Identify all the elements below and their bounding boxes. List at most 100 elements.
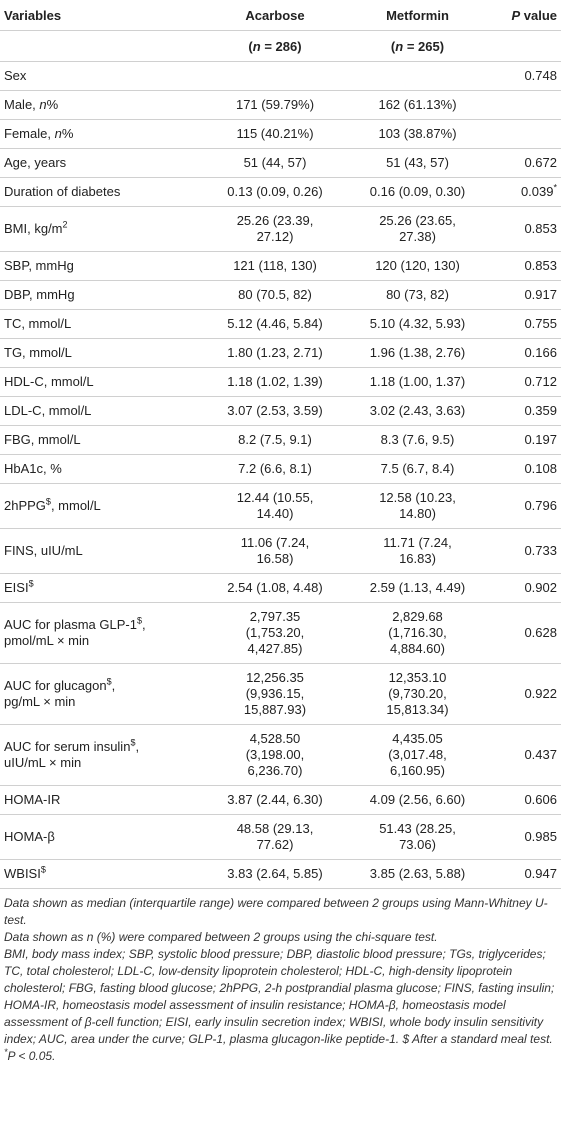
table-cell: 115 (40.21%) [200,119,350,149]
cell-line: uIU/mL × min [4,755,82,770]
cell-line: 77.62) [256,837,294,852]
cell-text: Sex [4,68,27,83]
table-cell: 0.917 [485,280,561,310]
cell-line: 12,353.10 [388,670,447,685]
table-cell: 2.59 (1.13, 4.49) [350,573,485,603]
table-cell: 0.748 [485,61,561,91]
table-cell: 0.359 [485,396,561,426]
cell-text: 3.83 (2.64, 5.85) [227,866,323,881]
cell-text: 3.85 (2.63, 5.88) [369,866,466,881]
table-row: AUC for glucagon$, pg/mL × min 12,256.35 (9… [0,663,561,725]
table-cell: FBG, mmol/L [0,425,200,455]
table-cell: 3.87 (2.44, 6.30) [200,785,350,815]
cell-line: 6,236.70) [247,763,303,778]
table-cell: SBP, mmHg [0,251,200,281]
table-cell: 80 (70.5, 82) [200,280,350,310]
table-row: LDL-C, mmol/L 3.07 (2.53, 3.59) 3.02 (2.43… [0,396,561,426]
italic-run: n [39,97,47,112]
cell-line: 11.71 (7.24, [383,535,452,550]
cell-text: 0.606 [524,792,557,807]
text-run: AUC for plasma GLP-1 [4,617,137,632]
cell-text: 8.3 (7.6, 9.5) [380,432,455,447]
cell-line: 4,427.85) [247,641,303,656]
table-row: Male, n% 171 (59.79%) 162 (61.13%) [0,90,561,120]
table-cell: (n = 265) [350,30,485,62]
table-cell: 11.06 (7.24, 16.58) [200,528,350,574]
cell-text: 8.2 (7.5, 9.1) [238,432,312,447]
table-cell: 11.71 (7.24, 16.83) [350,528,485,574]
table-cell: Age, years [0,148,200,178]
text-run: Female, [4,126,55,141]
cell-text: 171 (59.79%) [235,97,315,112]
table-cell: 25.26 (23.39, 27.12) [200,206,350,252]
superscript: $ [45,496,51,507]
cell-text: 2.59 (1.13, 4.49) [369,580,466,595]
cell-text: 7.5 (6.7, 8.4) [380,461,455,476]
text-run: AUC for serum insulin [4,739,131,754]
table-cell: EISI$ [0,573,200,603]
table-cell: HbA1c, % [0,454,200,484]
table-cell: 0.712 [485,367,561,397]
cell-text: 3.02 (2.43, 3.63) [369,403,466,418]
cell-line: 6,160.95) [390,763,445,778]
text-run: BMI, kg/m [4,221,63,236]
cell-line: 12.44 (10.55, [236,490,314,505]
table-cell: 0.985 [485,814,561,860]
cell-text: 3.87 (2.44, 6.30) [227,792,323,807]
superscript: $ [106,676,112,687]
cell-text: 0.166 [524,345,557,360]
table-cell [485,119,561,149]
table-cell: 0.108 [485,454,561,484]
cell-text: 5.10 (4.32, 5.93) [369,316,466,331]
table-cell: 51 (44, 57) [200,148,350,178]
cell-text: 80 (73, 82) [386,287,449,302]
superscript: $ [130,737,136,748]
italic-run: n [54,126,62,141]
superscript: $ [28,578,34,589]
cell-line: (3,017.48, [388,747,447,762]
cell-text: 2.54 (1.08, 4.48) [227,580,323,595]
superscript: 2 [62,219,68,230]
cell-text: 0.853 [524,221,557,236]
cell-line: 2,829.68 [392,609,443,624]
table-cell: FINS, uIU/mL [0,528,200,574]
italic-run: P [511,8,521,23]
table-cell: 4,435.05 (3,017.48, 6,160.95) [350,724,485,786]
text-run: , [141,617,146,632]
table-row: SBP, mmHg 121 (118, 130) 120 (120, 130) 0.8… [0,251,561,281]
cell-line: 73.06) [399,837,436,852]
table-cell: 51.43 (28.25, 73.06) [350,814,485,860]
cell-line: 15,813.34) [386,702,449,717]
table-cell [0,30,200,62]
table-row: EISI$ 2.54 (1.08, 4.48) 2.59 (1.13, 4.49) 0… [0,573,561,603]
table-cell: 3.02 (2.43, 3.63) [350,396,485,426]
table-cell: 162 (61.13%) [350,90,485,120]
table-row: (n = 286) (n = 265) [0,30,561,62]
text-run: = 265) [403,39,445,54]
table-cell: AUC for plasma GLP-1$, pmol/mL × min [0,602,200,664]
table-cell: 0.606 [485,785,561,815]
table-cell: 80 (73, 82) [350,280,485,310]
footnote: BMI, body mass index; SBP, systolic bloo… [4,947,555,1046]
cell-line: 4,884.60) [390,641,445,656]
table-cell: 0.733 [485,528,561,574]
cell-line: 27.38) [399,229,436,244]
cell-line: 25.26 (23.39, [236,213,314,228]
table-cell: TC, mmol/L [0,309,200,339]
cell-text: 51 (43, 57) [386,155,449,170]
cell-text: 0.712 [524,374,557,389]
text-run: = 286) [260,39,302,54]
table-cell: 0.755 [485,309,561,339]
cell-text: 103 (38.87%) [378,126,457,141]
table-cell: 3.07 (2.53, 3.59) [200,396,350,426]
superscript: $ [136,615,142,626]
table-cell: 0.796 [485,483,561,529]
cell-text: 1.18 (1.02, 1.39) [227,374,323,389]
table-cell: 0.166 [485,338,561,368]
cell-line: (9,936.15, [245,686,305,701]
table-row: HbA1c, % 7.2 (6.6, 8.1) 7.5 (6.7, 8.4) 0.10… [0,454,561,484]
table-cell: DBP, mmHg [0,280,200,310]
table-row: BMI, kg/m2 25.26 (23.39, 27.12) 25.26 (23.6… [0,206,561,252]
text-run: ( [390,39,396,54]
